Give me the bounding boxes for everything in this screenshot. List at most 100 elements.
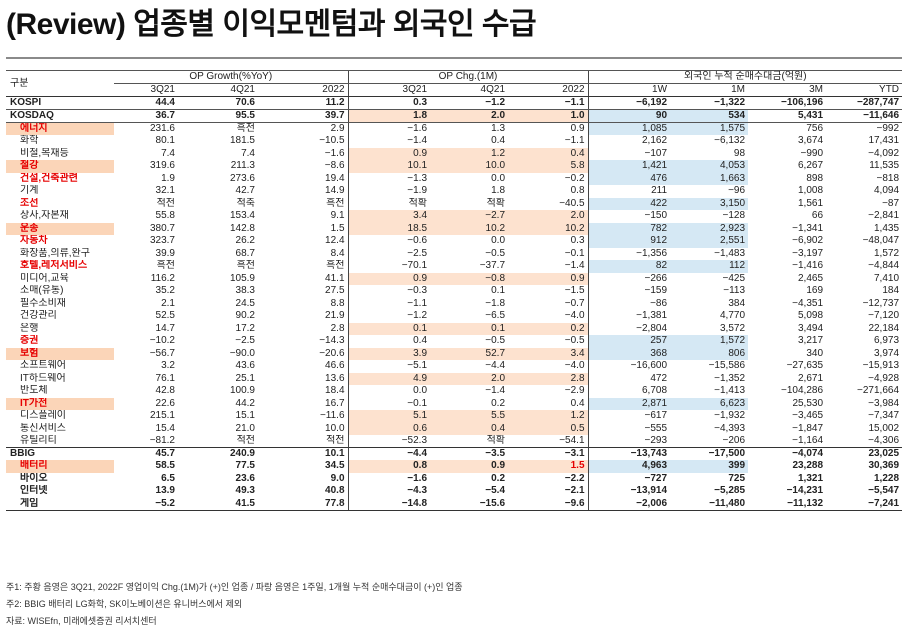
row-label: 호텔,레저서비스 <box>6 260 114 273</box>
table-cell: 2.1 <box>161 297 175 309</box>
row-label: 에너지 <box>6 122 114 135</box>
table-cell: 2.0 <box>430 372 509 385</box>
table-cell: −0.3 <box>347 285 431 298</box>
table-cell: 169 <box>806 285 824 297</box>
table-cell: 23.6 <box>235 472 255 484</box>
row-label-text: 게임 <box>20 497 39 509</box>
table-cell: −6.5 <box>485 310 506 322</box>
table-cell: −14.3 <box>319 335 345 347</box>
table-cell: 6.5 <box>161 472 175 484</box>
table-cell: 1,421 <box>587 160 671 173</box>
table-cell: −1.3 <box>347 172 431 185</box>
table-row: 소매(유통) 35.2 38.3 27.5 −0.3 0.1 −1.5 −159 −113 169… <box>6 285 902 298</box>
table-cell: −0.5 <box>485 335 506 347</box>
table-cell: −11,646 <box>826 109 903 123</box>
row-label: IT가전 <box>6 397 114 410</box>
table-cell: 32.1 <box>155 185 175 197</box>
row-label: 상사,자본재 <box>6 210 114 223</box>
row-label: 운송 <box>6 222 114 235</box>
table-cell: 49.3 <box>235 485 255 497</box>
row-label-text: 에너지 <box>20 123 48 134</box>
row-label: 화학 <box>6 135 114 148</box>
table-cell: −2,006 <box>587 497 671 511</box>
table-cell: 18.4 <box>325 385 345 397</box>
table-cell: 98 <box>733 147 746 159</box>
table-cell: −27,635 <box>786 360 824 372</box>
table-cell: 0.8 <box>570 185 585 197</box>
table-cell: −3,197 <box>792 247 824 259</box>
table-cell: 116.2 <box>150 272 175 284</box>
table-cell: 5.5 <box>430 410 509 423</box>
table-cell: 0.9 <box>508 272 589 285</box>
table-cell: 240.9 <box>178 447 258 460</box>
table-cell: −150 <box>587 210 671 223</box>
table-cell: 3,217 <box>798 335 824 347</box>
table-cell: 2.8 <box>508 372 589 385</box>
table-cell: 11,535 <box>869 160 900 172</box>
table-cell: 95.5 <box>178 109 258 123</box>
table-cell: 1.9 <box>161 172 175 184</box>
table-cell: 흑전 <box>326 197 345 209</box>
table-cell: 82 <box>587 260 671 273</box>
table-cell: 2,465 <box>798 272 824 284</box>
table-cell: 0.3 <box>347 96 431 110</box>
table-cell: −96 <box>728 185 746 197</box>
table-row: 인터넷 13.9 49.3 40.8 −4.3 −5.4 −2.1 −13,914 −5,285… <box>6 485 902 498</box>
row-label-text: 필수소비재 <box>20 297 66 309</box>
table-cell: −0.6 <box>347 235 431 248</box>
table-cell: −5.1 <box>347 360 431 373</box>
table-cell: −15.6 <box>430 497 509 511</box>
header-op-chg: OP Chg.(1M) <box>347 70 589 84</box>
table-cell: 1.8 <box>491 185 506 197</box>
table-cell: 6,267 <box>798 160 824 172</box>
table-cell: −425 <box>722 272 746 284</box>
table-cell: −6,902 <box>792 235 824 247</box>
row-label-text: 바이오 <box>20 472 48 484</box>
table-cell: −2.5 <box>235 335 255 347</box>
title-divider <box>6 57 902 59</box>
table-cell: 흑전 <box>326 260 345 272</box>
table-cell: 적확 <box>486 197 506 209</box>
table-cell: 319.6 <box>149 160 175 172</box>
row-label: 미디어,교육 <box>6 273 114 286</box>
source-note: 자료: WISEfn, 미래에셋증권 리서치센터 <box>6 616 157 626</box>
table-cell: 3.9 <box>347 347 431 360</box>
table-row: 통신서비스 15.4 21.0 10.0 0.6 0.4 0.5 −555 −4,393 −1,8… <box>6 422 902 435</box>
table-cell: 1.5 <box>330 222 345 234</box>
table-cell: 273.6 <box>229 172 255 184</box>
table-cell: 90.2 <box>235 310 255 322</box>
table-row: 소프트웨어 3.2 43.6 46.6 −5.1 −4.4 −4.0 −16,600 −15,5… <box>6 360 902 373</box>
table-cell: 18.5 <box>347 222 431 235</box>
table-cell: 2.0 <box>430 109 509 123</box>
table-cell: 1,575 <box>670 122 749 135</box>
table-cell: 0.2 <box>508 322 589 335</box>
table-row: IT가전 22.6 44.2 16.7 −0.1 0.2 0.4 2,871 6,623 25,5… <box>6 397 902 410</box>
table-cell: 0.5 <box>508 422 589 435</box>
row-label: 인터넷 <box>6 485 114 498</box>
table-cell: −0.7 <box>564 297 585 309</box>
table-cell: 2,871 <box>587 397 671 410</box>
table-cell: 19.4 <box>325 172 345 184</box>
row-label: BBIG <box>6 447 114 460</box>
table-cell: 44.2 <box>235 397 255 409</box>
table-cell: 6,708 <box>587 385 671 398</box>
row-label-text: 인터넷 <box>20 485 48 497</box>
row-label: 게임 <box>6 497 114 511</box>
table-cell: 13.6 <box>325 372 345 384</box>
table-cell: −4,306 <box>868 435 900 446</box>
table-cell: −37.7 <box>479 260 506 272</box>
table-row: 건설,건축관련 1.9 273.6 19.4 −1.3 0.0 −0.2 476 1,663 89… <box>6 172 902 185</box>
row-label: 건강관리 <box>6 310 114 323</box>
table-cell: 2.8 <box>330 322 345 334</box>
table-cell: 44.4 <box>114 96 178 110</box>
row-label-text: 은행 <box>20 322 39 334</box>
table-cell: −7,347 <box>868 410 900 422</box>
row-label: 소매(유통) <box>6 285 114 298</box>
table-cell: 0.9 <box>570 123 585 134</box>
table-cell: −4.4 <box>347 447 431 460</box>
table-cell: 399 <box>670 460 749 473</box>
table-cell: 2,162 <box>587 135 671 148</box>
table-cell: −1.5 <box>564 285 585 297</box>
table-cell: −1.4 <box>347 135 431 148</box>
table-cell: 66 <box>811 210 824 222</box>
